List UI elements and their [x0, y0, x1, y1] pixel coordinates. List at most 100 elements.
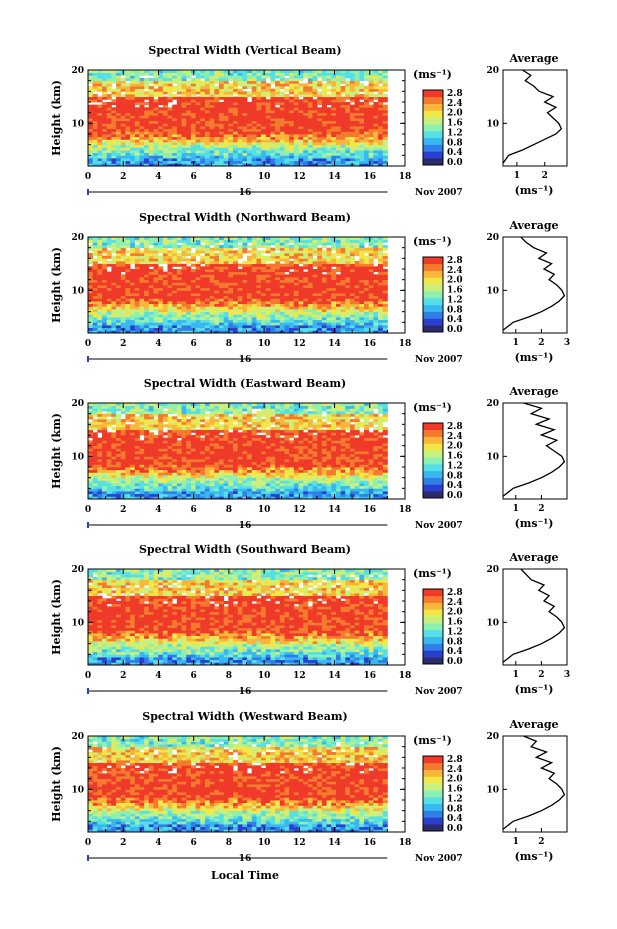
heatmap-cell: [279, 311, 285, 315]
heatmap-cell: [181, 250, 187, 254]
heatmap-cell: [368, 266, 374, 270]
colorbar-segment: [423, 318, 443, 326]
heatmap-cell: [134, 279, 140, 283]
heatmap-cell: [116, 274, 122, 278]
heatmap-cell: [130, 483, 136, 487]
heatmap-cell: [378, 485, 384, 489]
heatmap-cell: [261, 75, 267, 79]
heatmap-cell: [321, 104, 327, 108]
heatmap-cell: [382, 271, 388, 275]
heatmap-cell: [289, 134, 295, 138]
heatmap-cell: [307, 70, 313, 74]
heatmap-cell: [111, 158, 117, 162]
heatmap-cell: [181, 126, 187, 130]
heatmap-cell: [125, 88, 131, 92]
heatmap-cell: [265, 72, 271, 76]
heatmap-cell: [237, 247, 243, 251]
heatmap-cell: [279, 155, 285, 159]
heatmap-cell: [303, 120, 309, 124]
heatmap-cell: [345, 123, 351, 127]
heatmap-cell: [228, 239, 234, 243]
heatmap-cell: [134, 483, 140, 487]
heatmap-cell: [368, 261, 374, 265]
heatmap-cell: [270, 301, 276, 305]
heatmap-cell: [233, 144, 239, 148]
heatmap-cell: [307, 88, 313, 92]
heatmap-cell: [172, 104, 178, 108]
heatmap-cell: [335, 88, 342, 92]
heatmap-cell: [139, 239, 145, 243]
heatmap-cell: [312, 285, 318, 289]
heatmap-cell: [195, 303, 201, 307]
heatmap-cell: [354, 250, 360, 254]
heatmap-cell: [204, 314, 211, 318]
heatmap-cell: [368, 126, 374, 130]
heatmap-cell: [223, 237, 229, 241]
heatmap-cell: [167, 309, 173, 313]
heatmap-cell: [181, 293, 187, 297]
heatmap-cell: [293, 285, 299, 289]
heatmap-cell: [233, 120, 239, 124]
heatmap-cell: [144, 491, 150, 495]
heatmap-cell: [378, 322, 384, 326]
heatmap-cell: [88, 303, 94, 307]
heatmap-cell: [364, 325, 370, 329]
heatmap-cell: [335, 144, 342, 148]
heatmap-cell: [172, 242, 178, 246]
heatmap-cell: [340, 287, 346, 291]
heatmap-cell: [279, 75, 285, 79]
heatmap-cell: [195, 301, 201, 305]
heatmap-cell: [251, 263, 257, 267]
heatmap-cell: [130, 136, 136, 140]
heatmap-cell: [158, 86, 164, 90]
heatmap-cell: [331, 107, 337, 111]
heatmap-cell: [167, 293, 173, 297]
heatmap-cell: [209, 86, 215, 90]
heatmap-cell: [158, 290, 164, 294]
heatmap-cell: [247, 496, 253, 500]
heatmap-cell: [256, 99, 262, 103]
heatmap-cell: [378, 491, 384, 495]
heatmap-cell: [176, 78, 182, 82]
heatmap-cell: [228, 123, 234, 127]
heatmap-cell: [218, 311, 225, 315]
heatmap-cell: [120, 118, 126, 122]
heatmap-cell: [317, 274, 323, 278]
heatmap-cell: [317, 239, 323, 243]
heatmap-cell: [223, 298, 229, 302]
heatmap-cell: [102, 128, 108, 132]
heatmap-cell: [303, 293, 309, 297]
heatmap-cell: [256, 306, 262, 310]
heatmap-cell: [270, 277, 276, 281]
heatmap-cell: [172, 282, 178, 286]
heatmap-cell: [261, 245, 267, 249]
heatmap-cell: [382, 110, 388, 114]
heatmap-cell: [139, 317, 145, 321]
heatmap-cell: [317, 126, 323, 130]
heatmap-cell: [279, 314, 285, 318]
heatmap-cell: [190, 255, 196, 259]
heatmap-cell: [162, 239, 168, 243]
heatmap-cell: [261, 491, 267, 495]
colorbar-segment: [423, 110, 443, 118]
heatmap-cell: [186, 293, 192, 297]
heatmap-cell: [190, 488, 196, 492]
heatmap-cell: [97, 144, 103, 148]
heatmap-cell: [289, 314, 295, 318]
heatmap-cell: [162, 274, 168, 278]
heatmap-cell: [153, 279, 159, 283]
heatmap-cell: [256, 115, 262, 119]
heatmap-cell: [340, 301, 346, 305]
heatmap-cell: [214, 134, 220, 138]
heatmap-cell: [265, 88, 271, 92]
heatmap-cell: [92, 293, 98, 297]
heatmap-cell: [218, 80, 225, 84]
heatmap-cell: [242, 287, 248, 291]
heatmap-cell: [364, 78, 370, 82]
heatmap-cell: [176, 245, 182, 249]
heatmap-cell: [162, 242, 168, 246]
heatmap-cell: [214, 123, 220, 127]
heatmap-cell: [359, 88, 365, 92]
heatmap-cell: [284, 311, 290, 315]
heatmap-cell: [139, 483, 145, 487]
